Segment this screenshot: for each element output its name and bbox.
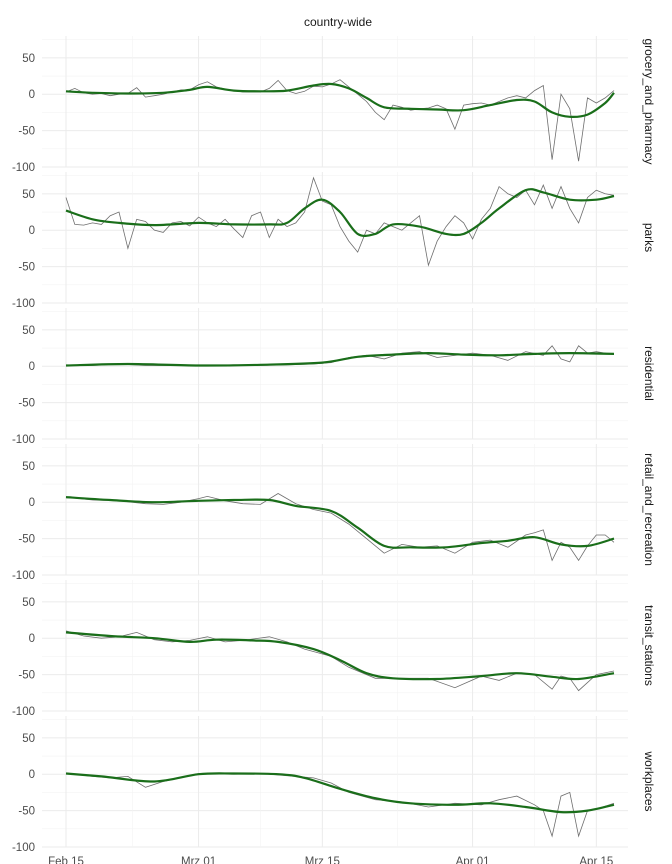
facet-label: residential [642, 346, 656, 401]
y-tick-label: 50 [22, 53, 35, 65]
panels: 50 0 -50 -100 grocery_and_pharmacy 50 0 -50 -100… [12, 36, 656, 854]
chart-title: country-wide [304, 15, 372, 29]
facet-label: grocery_and_pharmacy [642, 38, 656, 164]
y-tick-label: 0 [29, 497, 35, 509]
y-tick-label: -100 [12, 434, 35, 446]
x-tick-label: Mrz 15 [305, 856, 340, 864]
y-tick-label: 0 [29, 225, 35, 237]
smoothed-series-line [65, 772, 615, 814]
y-tick-label: -50 [18, 126, 35, 138]
y-tick-label: -100 [12, 570, 35, 582]
y-tick-label: -100 [12, 162, 35, 174]
panel-grocery_and_pharmacy: 50 0 -50 -100 grocery_and_pharmacy [12, 36, 656, 174]
x-tick-label: Apr 01 [456, 856, 490, 864]
facet-label: transit_stations [642, 605, 656, 686]
panel-workplaces: 50 0 -50 -100 workplaces [12, 716, 656, 854]
x-axis: Feb 15 Mrz 01 Mrz 15 Apr 01 Apr 15 [48, 856, 613, 864]
y-tick-label: -100 [12, 706, 35, 718]
y-tick-label: -50 [18, 262, 35, 274]
raw-series-line [66, 345, 615, 366]
y-tick-label: 50 [22, 597, 35, 609]
x-tick-label: Mrz 01 [181, 856, 216, 864]
raw-series-line [65, 493, 615, 562]
facet-label: parks [642, 223, 656, 252]
smoothed-series-line [65, 82, 615, 119]
y-tick-label: -50 [18, 398, 35, 410]
y-tick-label: 0 [29, 633, 35, 645]
x-tick-label: Apr 15 [579, 856, 613, 864]
panel-retail_and_recreation: 50 0 -50 -100 retail_and_recreation [12, 444, 656, 582]
y-tick-label: -100 [12, 842, 35, 854]
smoothed-series-line [65, 496, 615, 549]
y-tick-label: 50 [22, 733, 35, 745]
panel-parks: 50 0 -50 -100 parks [12, 172, 656, 310]
y-tick-label: -50 [18, 670, 35, 682]
y-tick-label: 50 [22, 325, 35, 337]
smoothed-series-line [65, 188, 615, 237]
smoothed-series-line [65, 351, 615, 367]
y-tick-label: 0 [29, 769, 35, 781]
y-tick-label: 50 [22, 189, 35, 201]
y-tick-label: 0 [29, 89, 35, 101]
raw-series-line [65, 79, 615, 162]
facet-label: retail_and_recreation [642, 453, 656, 566]
panel-transit_stations: 50 0 -50 -100 transit_stations [12, 580, 656, 718]
y-tick-label: -50 [18, 806, 35, 818]
raw-series-line [65, 773, 615, 838]
y-tick-label: 50 [22, 461, 35, 473]
y-tick-label: -100 [12, 298, 35, 310]
y-tick-label: 0 [29, 361, 35, 373]
smoothed-series-line [65, 631, 615, 681]
y-tick-label: -50 [18, 534, 35, 546]
x-tick-label: Feb 15 [48, 856, 84, 864]
raw-series-line [65, 176, 615, 267]
facet-label: workplaces [642, 750, 656, 811]
panel-residential: 50 0 -50 -100 residential [12, 308, 656, 446]
